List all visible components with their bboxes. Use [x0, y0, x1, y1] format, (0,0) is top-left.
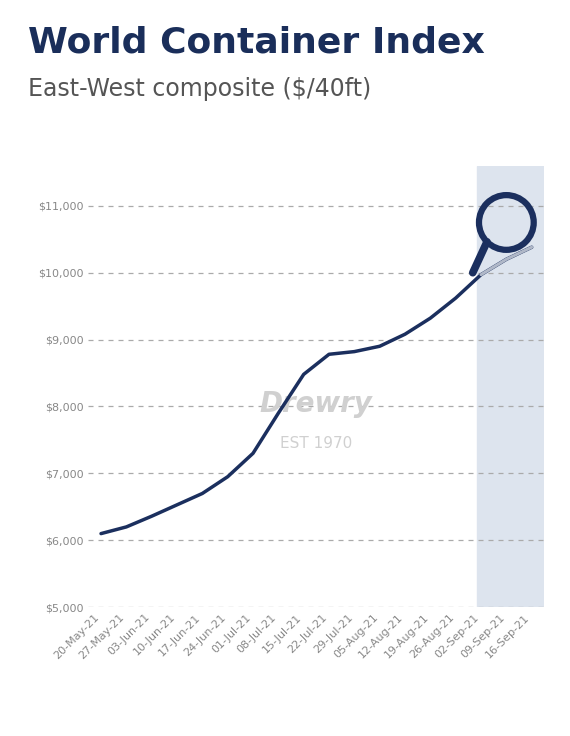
Bar: [477, 166, 544, 607]
Text: World Container Index: World Container Index: [28, 26, 485, 60]
Text: East-West composite ($/40ft): East-West composite ($/40ft): [28, 77, 372, 102]
Text: Drewry: Drewry: [260, 390, 373, 418]
Text: EST 1970: EST 1970: [280, 436, 352, 451]
